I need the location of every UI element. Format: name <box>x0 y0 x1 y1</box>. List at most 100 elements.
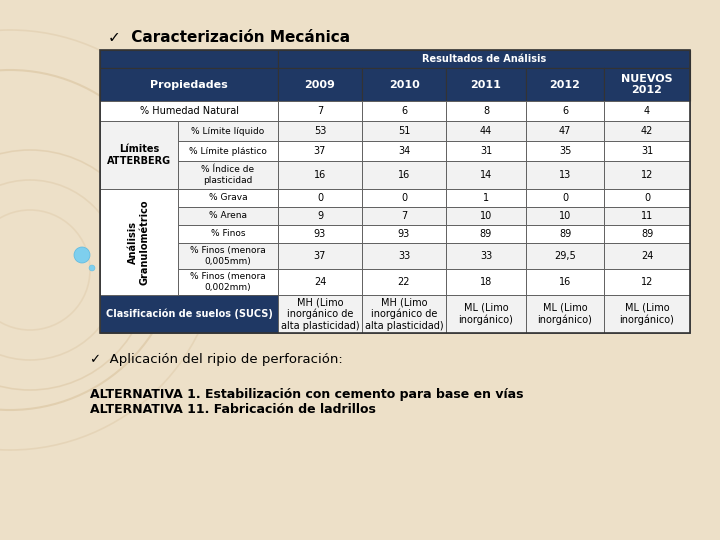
Text: 0: 0 <box>317 193 323 203</box>
Bar <box>604 121 690 141</box>
Bar <box>526 295 604 333</box>
Text: ML (Limo
inorgánico): ML (Limo inorgánico) <box>459 303 513 325</box>
Bar <box>604 295 690 333</box>
Text: 89: 89 <box>480 229 492 239</box>
Text: 31: 31 <box>641 146 653 156</box>
Bar <box>178 225 278 243</box>
Text: 37: 37 <box>314 251 326 261</box>
Text: 93: 93 <box>398 229 410 239</box>
Bar <box>362 121 446 141</box>
Text: 8: 8 <box>483 106 489 116</box>
Bar <box>100 295 278 333</box>
Text: % Finos (menora
0,002mm): % Finos (menora 0,002mm) <box>190 272 266 292</box>
Text: 16: 16 <box>398 170 410 180</box>
Bar <box>446 189 526 207</box>
Text: MH (Limo
inorgánico de
alta plasticidad): MH (Limo inorgánico de alta plasticidad) <box>281 297 359 331</box>
Circle shape <box>74 247 90 263</box>
Bar <box>178 189 278 207</box>
Bar <box>526 225 604 243</box>
Bar <box>362 269 446 295</box>
Bar <box>100 189 178 295</box>
Bar <box>278 121 362 141</box>
Text: 53: 53 <box>314 126 326 136</box>
Text: ML (Limo
inorgánico): ML (Limo inorgánico) <box>538 303 593 325</box>
Bar <box>446 207 526 225</box>
Bar <box>178 269 278 295</box>
Text: NUEVOS
2012: NUEVOS 2012 <box>621 73 672 95</box>
Text: 16: 16 <box>314 170 326 180</box>
Bar <box>362 141 446 161</box>
Text: 18: 18 <box>480 277 492 287</box>
Text: 0: 0 <box>401 193 407 203</box>
Text: 2010: 2010 <box>389 79 419 90</box>
Text: 29,5: 29,5 <box>554 251 576 261</box>
Bar <box>278 207 362 225</box>
Bar <box>362 161 446 189</box>
Text: 51: 51 <box>398 126 410 136</box>
Circle shape <box>89 265 95 271</box>
Text: 89: 89 <box>641 229 653 239</box>
Bar <box>604 161 690 189</box>
Bar <box>278 243 362 269</box>
Bar <box>604 68 690 101</box>
Bar <box>526 207 604 225</box>
Bar <box>362 189 446 207</box>
Bar <box>362 225 446 243</box>
Bar <box>526 189 604 207</box>
Text: ✓  Caracterización Mecánica: ✓ Caracterización Mecánica <box>108 30 350 45</box>
Bar <box>604 101 690 121</box>
Text: 13: 13 <box>559 170 571 180</box>
Text: 33: 33 <box>398 251 410 261</box>
Bar <box>446 269 526 295</box>
Bar <box>100 121 178 189</box>
Bar <box>178 161 278 189</box>
Text: Clasificación de suelos (SUCS): Clasificación de suelos (SUCS) <box>106 309 272 319</box>
Text: % Finos: % Finos <box>211 230 246 239</box>
Bar <box>604 243 690 269</box>
Text: Análisis
Granulométrico: Análisis Granulométrico <box>128 199 150 285</box>
Bar <box>526 121 604 141</box>
Bar <box>446 295 526 333</box>
Bar <box>278 269 362 295</box>
Text: 6: 6 <box>562 106 568 116</box>
Bar <box>446 141 526 161</box>
Text: Resultados de Análisis: Resultados de Análisis <box>422 54 546 64</box>
Bar <box>278 50 690 68</box>
Text: 24: 24 <box>314 277 326 287</box>
Bar <box>526 101 604 121</box>
Bar <box>604 269 690 295</box>
Bar <box>604 141 690 161</box>
Text: 9: 9 <box>317 211 323 221</box>
Bar <box>278 295 362 333</box>
Bar <box>446 101 526 121</box>
Text: 47: 47 <box>559 126 571 136</box>
Bar <box>178 141 278 161</box>
Text: 22: 22 <box>397 277 410 287</box>
Bar <box>604 207 690 225</box>
Text: % Límite plástico: % Límite plástico <box>189 146 267 156</box>
Bar <box>278 101 362 121</box>
Text: % Índice de
plasticidad: % Índice de plasticidad <box>202 165 255 185</box>
Bar <box>100 68 278 101</box>
Bar <box>178 121 278 141</box>
Text: 10: 10 <box>480 211 492 221</box>
Text: % Humedad Natural: % Humedad Natural <box>140 106 238 116</box>
Text: ML (Limo
inorgánico): ML (Limo inorgánico) <box>620 303 675 325</box>
Bar <box>278 68 362 101</box>
Bar <box>446 68 526 101</box>
Bar <box>178 207 278 225</box>
Text: 1: 1 <box>483 193 489 203</box>
Bar <box>362 101 446 121</box>
Bar <box>278 141 362 161</box>
Text: % Grava: % Grava <box>209 193 247 202</box>
Bar <box>526 141 604 161</box>
Text: 42: 42 <box>641 126 653 136</box>
Text: 37: 37 <box>314 146 326 156</box>
Text: % Límite líquido: % Límite líquido <box>192 126 265 136</box>
Bar <box>278 161 362 189</box>
Bar <box>526 243 604 269</box>
Text: 0: 0 <box>644 193 650 203</box>
Text: Propiedades: Propiedades <box>150 79 228 90</box>
Text: ✓  Aplicación del ripio de perforación:: ✓ Aplicación del ripio de perforación: <box>90 353 343 366</box>
Text: 6: 6 <box>401 106 407 116</box>
